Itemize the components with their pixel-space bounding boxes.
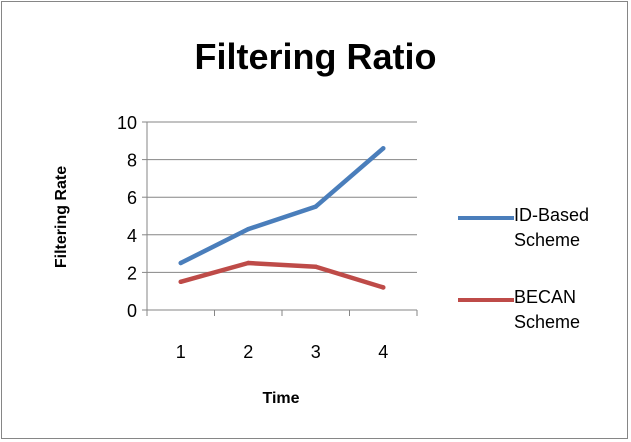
- data-point: [178, 260, 183, 266]
- data-point: [313, 204, 318, 209]
- x-tick-label: 1: [176, 342, 186, 362]
- data-point: [178, 279, 183, 284]
- legend-swatch: [458, 216, 514, 220]
- series-line-1: [178, 260, 386, 290]
- chart-title: Filtering Ratio: [194, 36, 437, 77]
- data-point: [246, 226, 251, 232]
- legend-item-becan: BECAN Scheme: [458, 285, 606, 335]
- y-tick-label: 4: [127, 226, 137, 246]
- y-tick-label: 6: [127, 188, 137, 208]
- y-tick-label: 10: [117, 113, 137, 133]
- y-tick-label: 2: [127, 263, 137, 283]
- series-line-0: [178, 146, 386, 266]
- legend-item-id-based: ID-Based Scheme: [458, 203, 606, 253]
- data-point: [381, 285, 386, 290]
- y-tick-label: 8: [127, 151, 137, 171]
- data-point: [381, 146, 386, 151]
- x-axis-label: Time: [262, 390, 300, 407]
- legend-label: ID-Based Scheme: [514, 205, 590, 250]
- legend-label: BECAN Scheme: [514, 287, 581, 332]
- y-tick-label: 0: [127, 301, 137, 321]
- data-point: [313, 264, 318, 269]
- x-tick-label: 3: [311, 342, 321, 362]
- x-tick-label: 4: [378, 342, 388, 362]
- x-tick-label: 2: [243, 342, 253, 362]
- legend-swatch: [458, 298, 514, 302]
- data-point: [246, 260, 251, 266]
